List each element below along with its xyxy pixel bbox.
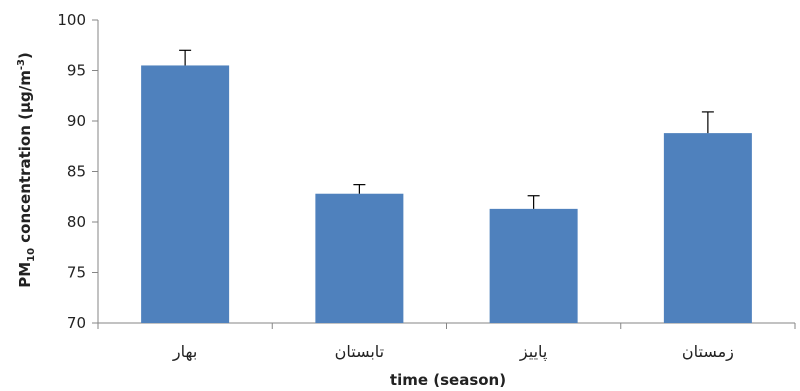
x-tick-label: تابستان — [335, 342, 385, 361]
y-axis-title-suffix: ) — [16, 52, 34, 59]
plot-area: 70 75 80 85 90 95 100 بهار تابستان پاییز زمستان — [57, 11, 796, 362]
y-axis-title-subscript: 10 — [26, 248, 37, 262]
y-axis-title: PM10 concentration (µg/m-3) — [16, 52, 37, 288]
x-tick-label: زمستان — [682, 342, 734, 362]
y-axis-title-superscript: -3 — [16, 59, 27, 70]
bar — [141, 65, 230, 323]
y-axis-title-prefix: PM — [16, 262, 34, 288]
y-tick-label: 85 — [67, 163, 86, 181]
bar — [315, 193, 404, 323]
bar — [663, 133, 752, 323]
y-tick-label: 95 — [67, 62, 86, 80]
y-axis-title-middle: concentration (µg/m — [16, 70, 34, 248]
bar — [489, 208, 578, 323]
x-tick-label: بهار — [172, 342, 197, 362]
x-axis-title: time (season) — [390, 371, 506, 389]
x-tick-label: پاییز — [519, 342, 547, 362]
y-tick-label: 75 — [67, 264, 86, 282]
y-tick-label: 80 — [67, 213, 86, 231]
y-tick-label: 90 — [67, 112, 86, 130]
y-tick-label: 70 — [67, 314, 86, 332]
y-tick-label: 100 — [57, 11, 86, 29]
